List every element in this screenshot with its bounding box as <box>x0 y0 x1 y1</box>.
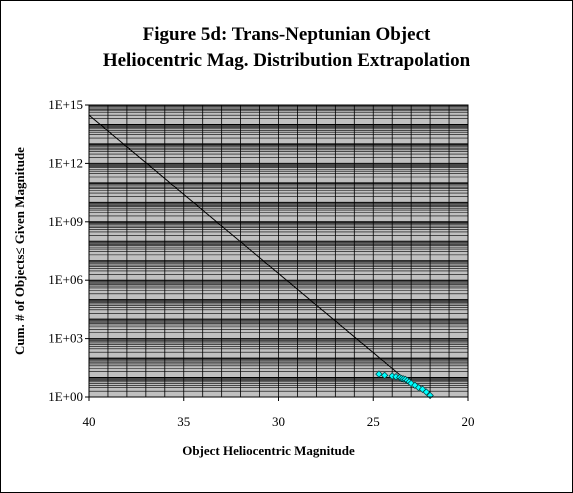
y-tick-label: 1E+03 <box>48 331 83 346</box>
chart-title: Figure 5d: Trans-Neptunian Object <box>142 24 431 45</box>
data-point <box>422 388 431 396</box>
axes-group <box>85 104 469 401</box>
tick-labels-group: 1E+00 1E+03 1E+06 1E+09 1E+12 1E+15 40 35 30 25 20… <box>12 97 475 458</box>
y-tick-label: 1E+09 <box>48 214 83 229</box>
x-tick-label: 40 <box>83 414 96 429</box>
data-point <box>380 371 389 380</box>
y-tick-label: 1E+06 <box>48 272 83 287</box>
fit-line <box>88 114 412 385</box>
y-axis-title: Cum. # of Objects≤ Given Magnitude <box>12 147 27 355</box>
y-tick-label: 1E+15 <box>48 97 83 112</box>
series-group <box>88 114 434 400</box>
x-axis-title: Object Heliocentric Magnitude <box>182 443 355 458</box>
x-tick-label: 25 <box>367 414 380 429</box>
x-tick-label: 30 <box>272 414 285 429</box>
chart-subtitle: Heliocentric Mag. Distribution Extrapola… <box>102 50 471 71</box>
y-tick-label: 1E+12 <box>48 155 83 170</box>
y-tick-label: 1E+00 <box>48 389 83 404</box>
grid-lines-group <box>88 104 469 398</box>
data-point <box>375 370 383 378</box>
x-tick-label: 35 <box>177 414 190 429</box>
x-tick-label: 20 <box>462 414 475 429</box>
